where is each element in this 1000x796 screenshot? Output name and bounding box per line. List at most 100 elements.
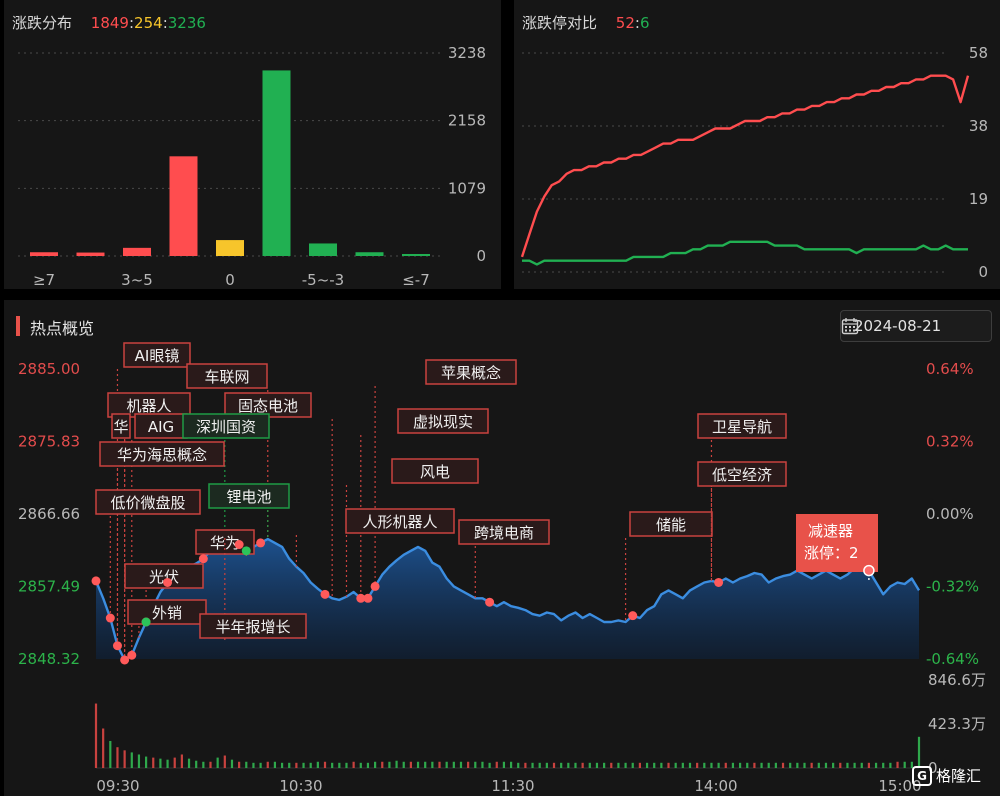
annotation-box — [208, 483, 290, 509]
volume-bar — [123, 750, 126, 768]
y-tick-label: 1079 — [448, 179, 486, 197]
popup-title: 减速器 — [808, 522, 853, 540]
volume-tick-label: 846.6万 — [928, 671, 986, 689]
volume-bar — [588, 762, 591, 768]
volume-bar — [896, 761, 899, 768]
distribution-down-count: 3236 — [167, 14, 206, 32]
volume-bar — [316, 761, 319, 768]
popup-box — [796, 514, 878, 572]
volume-bar — [524, 762, 527, 768]
volume-bar — [266, 761, 269, 768]
left-tick-label: 2848.32 — [18, 650, 80, 668]
left-tick-label: 2857.49 — [18, 578, 80, 596]
volume-bar — [610, 762, 613, 768]
volume-bar — [202, 761, 205, 768]
annotation-box — [111, 413, 131, 439]
volume-bar — [488, 762, 491, 768]
volume-bar — [853, 762, 856, 768]
volume-bar — [824, 762, 828, 768]
annotation-box — [186, 363, 268, 389]
event-point — [127, 650, 137, 660]
volume-bar — [130, 752, 133, 768]
annotation-box — [123, 342, 191, 368]
volume-bar — [395, 760, 398, 768]
volume-bar — [674, 762, 677, 768]
volume-bar — [273, 761, 277, 768]
annotation-label: 苹果概念 — [441, 364, 501, 382]
volume-bar — [495, 761, 498, 768]
volume-bar — [688, 762, 692, 768]
volume-bar — [603, 762, 606, 768]
annotation-label: 外销 — [152, 604, 182, 622]
annotation-label: 储能 — [656, 516, 686, 534]
annotation-label: 华为海思概念 — [117, 446, 207, 464]
right-tick-label: 0.32% — [926, 433, 974, 451]
volume-bar — [803, 762, 806, 768]
annotation-label: 人形机器人 — [362, 513, 437, 531]
volume-bar — [109, 740, 112, 768]
volume-bar — [374, 761, 377, 768]
volume-bar — [445, 761, 448, 768]
volume-bar — [467, 761, 470, 768]
hot-overview-panel: 2885.00 2875.83 2866.66 2857.49 2848.32 0.64%… — [4, 300, 1000, 796]
event-point — [120, 655, 130, 665]
x-tick-label: 15:00 — [878, 777, 921, 795]
popup-subtitle: 涨停：2 — [804, 544, 859, 562]
y-tick-label: 0 — [476, 247, 486, 265]
volume-bar — [259, 762, 262, 768]
x-tick-label: ≤-7 — [402, 271, 430, 289]
annotation-label: 固态电池 — [238, 397, 298, 415]
distribution-panel: 涨跌分布 1849:254:3236 3238 2158 1079 0 ≥7 3~5 0 -5… — [4, 0, 501, 289]
right-tick-label: 0.64% — [926, 360, 974, 378]
x-tick-label: -5~-3 — [302, 271, 344, 289]
x-tick-label: 14:00 — [694, 777, 737, 795]
volume-bar — [796, 762, 799, 768]
volume-bar — [910, 761, 913, 768]
annotation-label: 半年报增长 — [215, 618, 290, 636]
event-point — [105, 613, 115, 623]
volume-bar — [502, 761, 506, 768]
volume-bar — [481, 761, 484, 768]
limit-down-count: 6 — [639, 14, 650, 32]
volume-bar — [645, 762, 649, 768]
calendar-icon[interactable] — [841, 317, 859, 335]
bar-3~0 — [169, 156, 198, 256]
volume-bar — [545, 762, 548, 768]
y-tick-label: 19 — [969, 190, 988, 208]
volume-bar — [137, 754, 141, 768]
annotation-label: 低空经济 — [712, 466, 772, 484]
event-point — [370, 581, 380, 591]
volume-bar — [867, 762, 871, 768]
limit-ratio-chart: 58 38 19 0 — [520, 44, 988, 281]
volume-bar — [338, 762, 341, 768]
annotation-box — [391, 458, 479, 484]
left-tick-label: 2885.00 — [18, 360, 80, 378]
volume-bar — [874, 762, 878, 768]
annotation-label: 低价微盘股 — [110, 494, 185, 512]
event-point — [714, 577, 724, 587]
y-tick-label: 58 — [969, 44, 988, 62]
x-tick-label: 0 — [225, 271, 235, 289]
volume-bar — [552, 762, 556, 768]
volume-bar — [195, 760, 198, 768]
volume-bar — [817, 762, 820, 768]
volume-bar — [459, 761, 463, 768]
volume-bar — [917, 736, 921, 768]
x-tick-label: 09:30 — [96, 777, 139, 795]
annotation-box — [397, 408, 489, 434]
volume-bar — [624, 762, 627, 768]
bar-≤-7 — [402, 254, 430, 256]
volume-bar — [789, 762, 792, 768]
left-tick-label: 2875.83 — [18, 433, 80, 451]
event-point — [320, 589, 330, 599]
left-tick-label: 2866.66 — [18, 505, 80, 523]
annotation-label: 车联网 — [204, 368, 249, 386]
volume-tick-label: 423.3万 — [928, 715, 986, 733]
volume-bar — [774, 762, 777, 768]
distribution-chart: 3238 2158 1079 0 ≥7 3~5 0 -5~-3 ≤-7 — [18, 44, 486, 289]
annotation-box — [224, 392, 312, 418]
volume-bar — [431, 761, 434, 768]
watermark-text: 格隆汇 — [936, 767, 982, 785]
volume-bar — [846, 762, 849, 768]
date-picker[interactable]: 2024-08-21 — [840, 310, 992, 342]
